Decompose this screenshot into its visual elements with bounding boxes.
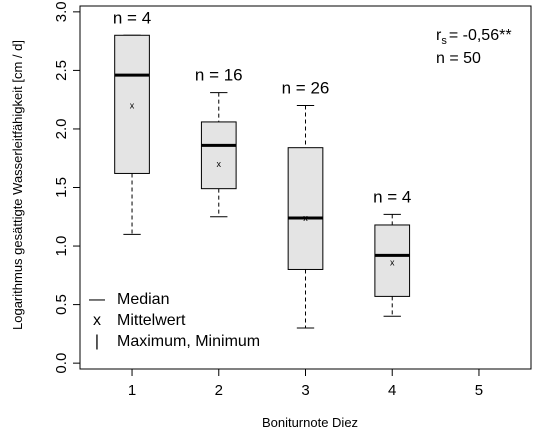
x-tick-label: 4 bbox=[388, 382, 396, 399]
mean-marker: x bbox=[217, 159, 222, 169]
y-tick-label: 2.0 bbox=[53, 119, 70, 140]
x-tick-label: 3 bbox=[301, 382, 309, 399]
box bbox=[287, 147, 324, 270]
x-tick-label: 5 bbox=[475, 382, 483, 399]
mean-marker: x bbox=[303, 213, 308, 223]
stats-annotation: rs = -0,56** n = 50 bbox=[436, 27, 512, 67]
x-tick-label: 2 bbox=[215, 382, 223, 399]
mean-marker: x bbox=[130, 101, 135, 111]
rs-symbol: r bbox=[436, 27, 442, 44]
x-tick-label: 1 bbox=[128, 382, 136, 399]
box-group: x n = 4 bbox=[373, 187, 411, 317]
count-label: n = 26 bbox=[282, 79, 330, 98]
y-tick-label: 1.5 bbox=[53, 177, 70, 198]
legend-symbol: x bbox=[93, 312, 101, 329]
count-label: n = 4 bbox=[373, 187, 411, 206]
count-label: n = 4 bbox=[113, 8, 151, 27]
box bbox=[200, 121, 237, 190]
n-total: n = 50 bbox=[436, 50, 481, 67]
y-tick-label: 0.5 bbox=[53, 294, 70, 315]
box bbox=[114, 34, 150, 174]
legend-label: Median bbox=[117, 291, 169, 308]
box-group: x n = 26 bbox=[282, 79, 330, 329]
legend-label: Mittelwert bbox=[117, 312, 186, 329]
legend-symbol: — bbox=[89, 291, 105, 308]
y-tick-label: 3.0 bbox=[53, 1, 70, 22]
y-axis-title: Logarithmus gesättigte Wasserleitfähigke… bbox=[10, 40, 25, 330]
legend-symbol: | bbox=[95, 333, 99, 350]
legend-label: Maximum, Minimum bbox=[117, 333, 260, 350]
box-group: x n = 16 bbox=[195, 66, 243, 218]
count-label: n = 16 bbox=[195, 66, 243, 85]
y-tick-label: 1.0 bbox=[53, 236, 70, 257]
rs-value: = -0,56** bbox=[449, 27, 512, 44]
y-tick-label: 2.5 bbox=[53, 60, 70, 81]
rs-annotation: rs = -0,56** bbox=[436, 27, 512, 47]
box bbox=[374, 224, 411, 297]
mean-marker: x bbox=[390, 257, 395, 267]
x-axis-title: Boniturnote Diez bbox=[262, 415, 358, 430]
rs-subscript: s bbox=[441, 35, 447, 47]
box-group: x n = 4 bbox=[113, 8, 151, 235]
y-tick-label: 0.0 bbox=[53, 353, 70, 374]
plot-area: 0.00.51.01.52.02.53.01 2 3 4 5xn = 4xn = 16x… bbox=[53, 1, 532, 399]
